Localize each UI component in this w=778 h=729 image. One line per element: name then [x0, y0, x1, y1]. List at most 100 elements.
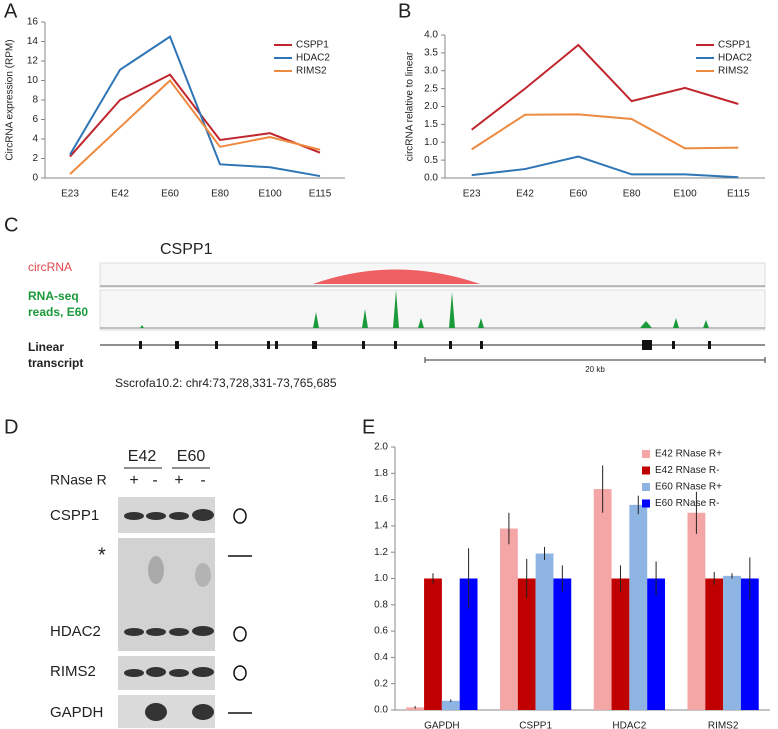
- lane-label: E60: [177, 448, 206, 465]
- bar: [500, 528, 518, 710]
- probe-label: RIMS2: [50, 663, 96, 680]
- panel-label: A: [4, 0, 18, 22]
- legend-label: E60 RNase R-: [655, 498, 719, 509]
- blot-bands: [124, 509, 214, 721]
- probe-label: HDAC2: [50, 623, 101, 640]
- x-tick-label: E80: [623, 189, 641, 200]
- x-tick-label: GAPDH: [424, 721, 460, 729]
- y-tick-label: 1.2: [374, 547, 388, 558]
- legend-label: RIMS2: [718, 66, 749, 77]
- rnaseq-label: RNA-seq: [28, 289, 79, 303]
- y-tick-label: 16: [27, 17, 39, 28]
- treatment-sign: +: [174, 472, 183, 489]
- rnaseq-peaks: [140, 290, 709, 328]
- bar: [441, 700, 460, 710]
- rnaseq-track: [99, 289, 766, 331]
- transcript-label: transcript: [28, 356, 83, 370]
- y-tick-label: 10: [27, 75, 39, 86]
- bar: [687, 512, 706, 710]
- probe-label: *: [98, 544, 106, 566]
- bar: [723, 575, 741, 710]
- blot-panel: D E42 E60 RNase R + - + - CSPP1 * HDAC2 …: [4, 416, 252, 728]
- legend-swatch: [642, 483, 650, 491]
- y-tick-label: 1.0: [374, 573, 388, 584]
- y-tick-label: 0.2: [374, 678, 388, 689]
- circrna-label: circRNA: [28, 260, 72, 274]
- bar: [611, 578, 630, 710]
- x-tick-label: E115: [309, 189, 332, 200]
- transcript-label: Linear: [28, 340, 64, 354]
- y-tick-label: 0: [32, 173, 38, 184]
- legend-label: RIMS2: [296, 66, 327, 77]
- circrna-arc: [313, 269, 480, 284]
- x-tick-label: E100: [673, 189, 697, 200]
- legend-label: HDAC2: [296, 53, 330, 64]
- y-tick-label: 2: [32, 153, 38, 164]
- x-tick-label: E23: [61, 189, 79, 200]
- x-tick-label: E23: [463, 189, 481, 200]
- y-tick-label: 2.0: [374, 442, 388, 453]
- genome-panel: C CSPP1 circRNA RNA-seq reads, E60 Linea…: [4, 214, 766, 390]
- y-tick-label: 12: [27, 56, 39, 67]
- rnaseq-label: reads, E60: [28, 305, 88, 319]
- y-tick-label: 14: [27, 36, 39, 47]
- x-tick-label: HDAC2: [612, 721, 646, 729]
- panel-label: D: [4, 416, 18, 438]
- y-tick-label: 1.5: [424, 119, 438, 130]
- x-tick-label: E60: [161, 189, 179, 200]
- x-tick-label: RIMS2: [708, 721, 739, 729]
- series-line: [69, 35, 321, 178]
- bar: [517, 578, 536, 710]
- bar: [459, 578, 478, 710]
- legend-swatch: [642, 450, 650, 458]
- x-tick-label: E42: [516, 189, 534, 200]
- bar: [740, 578, 759, 710]
- lane-label: E42: [128, 448, 157, 465]
- y-tick-label: 0.8: [374, 599, 388, 610]
- y-tick-label: 3.5: [424, 48, 438, 59]
- legend-label: E42 RNase R-: [655, 465, 719, 476]
- y-tick-label: 2.5: [424, 83, 438, 94]
- y-tick-label: 6: [32, 114, 38, 125]
- bar: [647, 578, 665, 710]
- bar: [629, 504, 648, 710]
- treatment-sign: -: [200, 472, 205, 489]
- y-tick-label: 4.0: [424, 30, 438, 41]
- y-axis-title: CircRNA expression (RPM): [5, 39, 16, 160]
- probe-label: GAPDH: [50, 704, 103, 721]
- y-tick-label: 1.0: [424, 137, 438, 148]
- treatment-sign: -: [152, 472, 157, 489]
- y-tick-label: 1.8: [374, 468, 388, 479]
- series-line: [69, 79, 321, 175]
- series-line: [69, 73, 321, 158]
- legend-label: CSPP1: [718, 40, 751, 51]
- y-tick-label: 0.5: [424, 155, 438, 166]
- legend-label: E60 RNase R+: [655, 482, 722, 493]
- legend-label: HDAC2: [718, 53, 752, 64]
- x-tick-label: E115: [727, 189, 750, 200]
- y-tick-label: 1.6: [374, 494, 388, 505]
- gene-name: CSPP1: [160, 241, 213, 258]
- exons: [139, 340, 711, 350]
- legend-swatch: [642, 466, 650, 475]
- probe-label: CSPP1: [50, 507, 99, 524]
- y-tick-label: 4: [32, 134, 38, 145]
- bar: [705, 578, 724, 710]
- x-tick-label: E100: [258, 189, 282, 200]
- scale-bar: [424, 357, 766, 363]
- x-tick-label: E80: [211, 189, 229, 200]
- y-tick-label: 3.0: [424, 65, 438, 76]
- y-tick-label: 2.0: [424, 101, 438, 112]
- blot-symbols: [228, 508, 252, 714]
- series-line: [471, 43, 739, 131]
- bar: [424, 578, 442, 710]
- panel-label: E: [362, 416, 375, 438]
- legend-label: E42 RNase R+: [655, 449, 722, 460]
- y-tick-label: 0.0: [374, 705, 388, 716]
- bar: [535, 553, 554, 710]
- y-tick-label: 0.4: [374, 652, 388, 663]
- bar: [553, 578, 572, 710]
- series-line: [471, 113, 739, 151]
- scale-label: 20 kb: [585, 365, 605, 374]
